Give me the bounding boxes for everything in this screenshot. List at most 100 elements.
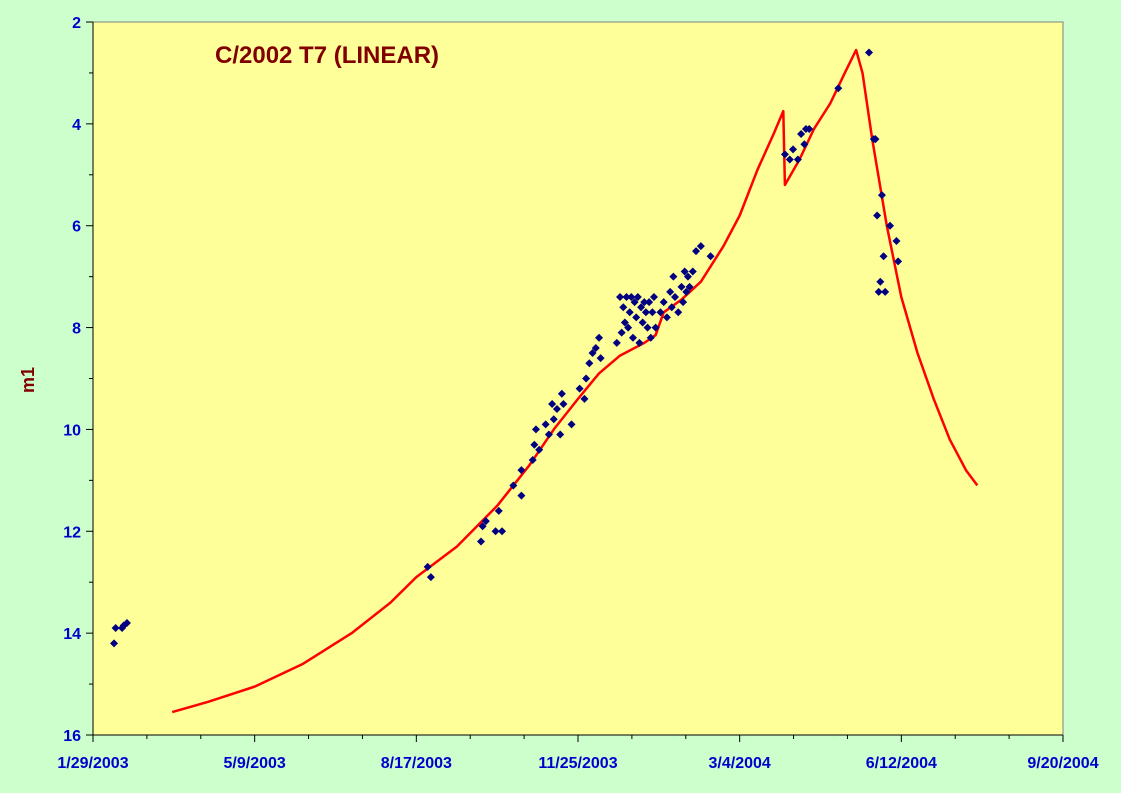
x-tick-label: 5/9/2003 bbox=[224, 755, 286, 772]
y-axis-title: m1 bbox=[18, 367, 38, 393]
observation-point bbox=[800, 140, 809, 149]
observation-point bbox=[556, 430, 565, 439]
observation-point bbox=[635, 338, 644, 347]
observation-point bbox=[582, 374, 591, 383]
y-tick-label: 12 bbox=[63, 524, 81, 541]
observation-point bbox=[632, 313, 641, 322]
observation-point bbox=[662, 313, 671, 322]
observation-point bbox=[423, 562, 432, 571]
x-tick-label: 9/20/2004 bbox=[1027, 755, 1098, 772]
observation-point bbox=[627, 293, 636, 302]
observation-point bbox=[580, 394, 589, 403]
observation-point bbox=[616, 293, 625, 302]
observation-point bbox=[498, 527, 507, 536]
observation-point bbox=[494, 506, 503, 515]
observation-point bbox=[879, 252, 888, 261]
observation-point bbox=[643, 323, 652, 332]
y-tick-label: 14 bbox=[63, 626, 81, 643]
observation-point bbox=[567, 420, 576, 429]
observation-point bbox=[877, 191, 886, 200]
observation-point bbox=[619, 303, 628, 312]
observation-point bbox=[641, 308, 650, 317]
observation-point bbox=[548, 399, 557, 408]
x-tick-label: 1/29/2003 bbox=[57, 755, 128, 772]
observation-point bbox=[575, 384, 584, 393]
observation-point bbox=[793, 155, 802, 164]
observation-point bbox=[638, 318, 647, 327]
observation-point bbox=[671, 293, 679, 302]
observation-point bbox=[682, 287, 691, 296]
observation-point bbox=[517, 466, 526, 475]
observation-point bbox=[874, 287, 883, 296]
observation-point bbox=[633, 293, 642, 302]
observation-point bbox=[557, 389, 566, 398]
observation-point bbox=[552, 405, 561, 414]
observation-point bbox=[531, 425, 540, 434]
observation-point bbox=[680, 267, 689, 276]
observation-point bbox=[873, 211, 882, 220]
observation-point bbox=[785, 155, 794, 164]
observation-point bbox=[630, 298, 639, 307]
observation-point bbox=[780, 150, 789, 159]
observation-point bbox=[659, 298, 668, 307]
observation-point bbox=[865, 48, 873, 57]
observation-point bbox=[834, 84, 843, 93]
y-tick-label: 2 bbox=[72, 15, 81, 32]
observation-point bbox=[620, 318, 629, 327]
chart-title: C/2002 T7 (LINEAR) bbox=[215, 42, 439, 69]
observation-point bbox=[559, 399, 568, 408]
observation-point bbox=[683, 272, 692, 281]
y-tick-label: 16 bbox=[63, 728, 81, 745]
observation-point bbox=[528, 455, 537, 464]
observation-point bbox=[111, 624, 120, 633]
observation-point bbox=[669, 272, 678, 281]
observation-point bbox=[646, 333, 655, 342]
observation-point bbox=[685, 282, 694, 291]
observation-point bbox=[591, 343, 600, 352]
observation-point bbox=[696, 242, 705, 251]
y-tick-label: 8 bbox=[72, 321, 81, 338]
observation-point bbox=[648, 308, 657, 317]
observation-point bbox=[617, 328, 626, 337]
observation-point bbox=[481, 517, 490, 526]
observation-point bbox=[491, 527, 500, 536]
observation-point bbox=[876, 277, 885, 286]
x-tick-label: 8/17/2003 bbox=[381, 755, 452, 772]
observation-point bbox=[805, 124, 814, 133]
observation-point bbox=[645, 298, 654, 307]
observation-point bbox=[549, 415, 558, 424]
observation-point bbox=[588, 349, 597, 358]
y-tick-label: 6 bbox=[72, 219, 81, 236]
observation-point bbox=[789, 145, 798, 154]
observation-point bbox=[881, 287, 890, 296]
y-axis: 2 4 6 8 10 12 14 16 bbox=[63, 15, 94, 745]
observation-point bbox=[541, 420, 550, 429]
observation-point bbox=[871, 135, 880, 144]
observation-point bbox=[596, 354, 605, 363]
observation-point bbox=[595, 333, 604, 342]
x-tick-label: 6/12/2004 bbox=[866, 755, 937, 772]
x-tick-label: 3/4/2004 bbox=[709, 755, 771, 772]
observation-point bbox=[612, 338, 621, 347]
observation-point bbox=[667, 303, 676, 312]
observation-point bbox=[677, 282, 686, 291]
y-tick-label: 4 bbox=[72, 117, 81, 134]
observation-point bbox=[544, 430, 553, 439]
observation-point bbox=[477, 537, 485, 546]
observation-points-layer bbox=[110, 48, 903, 648]
x-tick-label: 11/25/2003 bbox=[538, 755, 617, 772]
observation-point bbox=[622, 293, 631, 302]
observation-point bbox=[892, 236, 901, 245]
observation-point bbox=[706, 252, 715, 261]
y-tick-label: 10 bbox=[63, 422, 81, 439]
observation-point bbox=[530, 440, 539, 449]
observation-point bbox=[679, 298, 688, 307]
observation-point bbox=[894, 257, 903, 266]
observation-point bbox=[535, 445, 544, 454]
observation-point bbox=[509, 481, 518, 490]
observation-point bbox=[886, 221, 895, 230]
observation-point bbox=[110, 639, 119, 648]
observation-point bbox=[651, 323, 660, 332]
